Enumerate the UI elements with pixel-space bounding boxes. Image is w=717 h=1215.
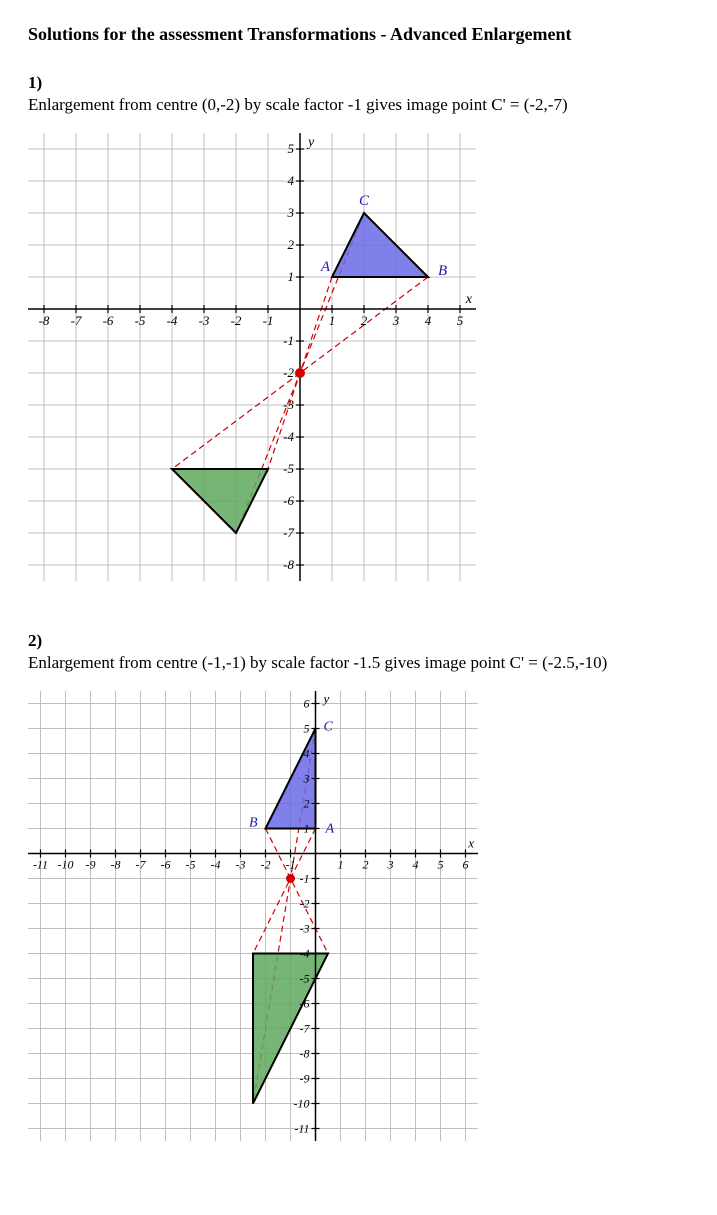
svg-text:3: 3 bbox=[387, 858, 394, 872]
svg-text:-8: -8 bbox=[39, 313, 50, 328]
svg-text:3: 3 bbox=[287, 205, 295, 220]
q1-chart: -8 -7 -6 -5 -4 -3 -2 -1 1 2 3 4 5 -8 -7 -6 -5 -4 -3 -2 -1 1 2 3… bbox=[28, 133, 689, 581]
svg-text:-4: -4 bbox=[300, 947, 310, 961]
svg-text:-8: -8 bbox=[300, 1047, 310, 1061]
svg-text:-7: -7 bbox=[300, 1022, 311, 1036]
svg-text:-7: -7 bbox=[71, 313, 82, 328]
svg-text:-1: -1 bbox=[283, 333, 294, 348]
q2-number: 2) bbox=[28, 631, 689, 651]
svg-text:-11: -11 bbox=[33, 858, 48, 872]
svg-text:A: A bbox=[320, 259, 331, 275]
svg-text:-7: -7 bbox=[136, 858, 147, 872]
svg-text:C: C bbox=[324, 720, 334, 735]
svg-text:-9: -9 bbox=[300, 1072, 310, 1086]
svg-text:-6: -6 bbox=[283, 493, 294, 508]
svg-text:-2: -2 bbox=[261, 858, 271, 872]
svg-text:-3: -3 bbox=[283, 397, 294, 412]
svg-text:-10: -10 bbox=[294, 1097, 310, 1111]
svg-text:-5: -5 bbox=[283, 461, 294, 476]
svg-text:-4: -4 bbox=[283, 429, 294, 444]
svg-text:-2: -2 bbox=[231, 313, 242, 328]
page-title: Solutions for the assessment Transformat… bbox=[28, 24, 689, 45]
svg-text:-4: -4 bbox=[211, 858, 221, 872]
svg-text:2: 2 bbox=[304, 797, 310, 811]
svg-text:6: 6 bbox=[463, 858, 469, 872]
q1-text: Enlargement from centre (0,-2) by scale … bbox=[28, 95, 689, 115]
svg-text:4: 4 bbox=[288, 173, 295, 188]
svg-text:y: y bbox=[322, 691, 330, 706]
svg-text:-3: -3 bbox=[300, 922, 310, 936]
svg-text:1: 1 bbox=[288, 269, 295, 284]
svg-text:-5: -5 bbox=[300, 972, 310, 986]
svg-text:5: 5 bbox=[304, 722, 310, 736]
svg-text:x: x bbox=[465, 292, 473, 307]
svg-text:4: 4 bbox=[413, 858, 419, 872]
svg-text:-6: -6 bbox=[161, 858, 171, 872]
svg-text:-1: -1 bbox=[300, 872, 310, 886]
svg-text:x: x bbox=[467, 836, 474, 851]
svg-text:-5: -5 bbox=[186, 858, 196, 872]
svg-text:-8: -8 bbox=[283, 557, 294, 572]
svg-text:3: 3 bbox=[303, 772, 310, 786]
svg-text:-6: -6 bbox=[103, 313, 114, 328]
svg-text:4: 4 bbox=[304, 747, 310, 761]
q1-number: 1) bbox=[28, 73, 689, 93]
question-2: 2) Enlargement from centre (-1,-1) by sc… bbox=[28, 631, 689, 1141]
svg-text:-3: -3 bbox=[236, 858, 246, 872]
svg-text:-2: -2 bbox=[283, 365, 294, 380]
svg-text:4: 4 bbox=[425, 313, 432, 328]
svg-text:-8: -8 bbox=[111, 858, 121, 872]
svg-text:3: 3 bbox=[392, 313, 400, 328]
svg-text:-2: -2 bbox=[300, 897, 310, 911]
svg-text:2: 2 bbox=[361, 313, 368, 328]
svg-text:B: B bbox=[249, 816, 258, 831]
svg-text:-7: -7 bbox=[283, 525, 294, 540]
svg-text:-11: -11 bbox=[294, 1122, 309, 1136]
svg-text:-6: -6 bbox=[300, 997, 310, 1011]
svg-text:-3: -3 bbox=[199, 313, 210, 328]
svg-text:6: 6 bbox=[304, 697, 310, 711]
question-1: 1) Enlargement from centre (0,-2) by sca… bbox=[28, 73, 689, 581]
svg-text:5: 5 bbox=[288, 141, 295, 156]
svg-text:-10: -10 bbox=[58, 858, 74, 872]
svg-text:-5: -5 bbox=[135, 313, 146, 328]
svg-text:5: 5 bbox=[438, 858, 444, 872]
svg-text:2: 2 bbox=[288, 237, 295, 252]
svg-text:-9: -9 bbox=[86, 858, 96, 872]
svg-text:y: y bbox=[306, 135, 315, 150]
svg-text:2: 2 bbox=[363, 858, 369, 872]
svg-text:1: 1 bbox=[304, 822, 310, 836]
svg-text:A: A bbox=[325, 822, 335, 837]
svg-text:-1: -1 bbox=[286, 858, 296, 872]
svg-text:5: 5 bbox=[457, 313, 464, 328]
svg-text:1: 1 bbox=[329, 313, 336, 328]
svg-text:-4: -4 bbox=[167, 313, 178, 328]
svg-text:C: C bbox=[359, 193, 370, 209]
svg-text:-1: -1 bbox=[263, 313, 274, 328]
svg-text:1: 1 bbox=[338, 858, 344, 872]
q2-chart: -11-10-9-8-7-6-5-4-3-2-1123456-11-10-9-8… bbox=[28, 691, 689, 1141]
q2-text: Enlargement from centre (-1,-1) by scale… bbox=[28, 653, 689, 673]
svg-text:B: B bbox=[438, 263, 447, 279]
